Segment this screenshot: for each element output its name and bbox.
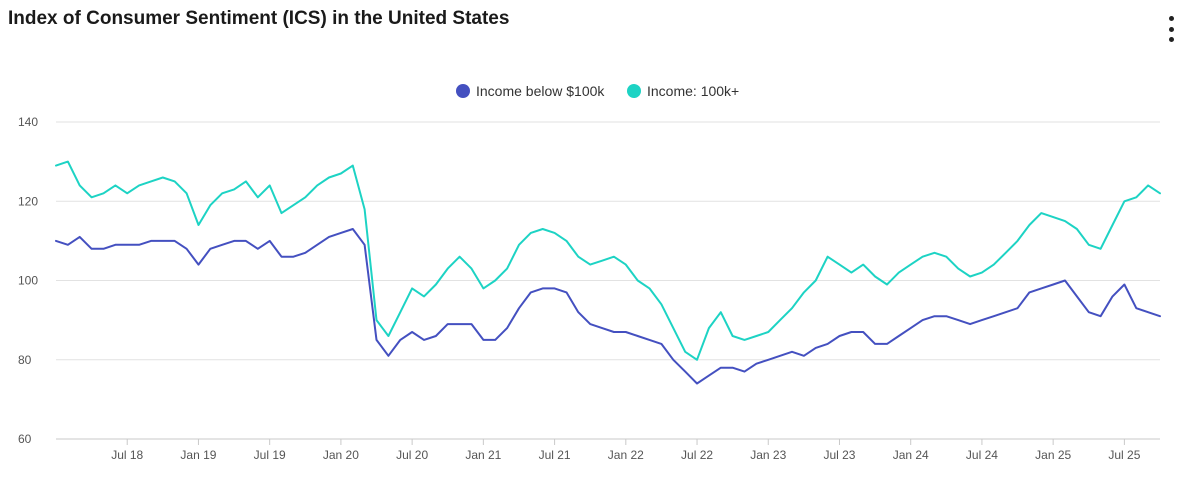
x-tick-label: Jul 21	[539, 448, 571, 462]
menu-dot	[1168, 26, 1174, 32]
legend-marker	[456, 84, 470, 98]
vertical-ellipsis-icon[interactable]	[1163, 16, 1179, 42]
x-tick-label: Jul 25	[1108, 448, 1140, 462]
chart-legend: Income below $100k Income: 100k+	[456, 83, 739, 99]
x-tick-label: Jul 24	[966, 448, 998, 462]
y-axis: 60 80 100 120 140	[18, 115, 38, 446]
x-tick-label: Jan 20	[323, 448, 359, 462]
x-tick-label: Jan 21	[465, 448, 501, 462]
y-tick-label: 80	[18, 353, 32, 367]
x-tick-label: Jul 19	[254, 448, 286, 462]
x-axis: Jul 18 Jan 19 Jul 19 Jan 20 Jul 20 Jan 21 Jul …	[111, 439, 1141, 462]
y-tick-label: 100	[18, 274, 38, 288]
x-tick-label: Jul 20	[396, 448, 428, 462]
legend-marker	[627, 84, 641, 98]
x-tick-label: Jan 19	[180, 448, 216, 462]
x-tick-label: Jan 24	[893, 448, 929, 462]
page-title: Index of Consumer Sentiment (ICS) in the…	[8, 8, 510, 29]
menu-dot	[1168, 37, 1174, 42]
y-tick-label: 60	[18, 432, 32, 446]
legend-label: Income: 100k+	[647, 83, 739, 99]
menu-dot	[1168, 16, 1174, 21]
x-tick-label: Jan 25	[1035, 448, 1071, 462]
x-tick-label: Jan 23	[750, 448, 786, 462]
legend-item[interactable]: Income: 100k+	[627, 83, 739, 99]
chart-gridlines	[56, 121, 1160, 440]
x-tick-label: Jul 18	[111, 448, 143, 462]
legend-label: Income below $100k	[476, 83, 605, 99]
legend-item[interactable]: Income below $100k	[456, 83, 605, 99]
series-line-income-below-100k[interactable]	[55, 228, 1161, 385]
x-tick-label: Jul 22	[681, 448, 713, 462]
x-tick-label: Jul 23	[823, 448, 855, 462]
y-tick-label: 120	[18, 194, 38, 208]
series-line-income-100k-plus[interactable]	[55, 160, 1161, 361]
chart-series	[55, 160, 1161, 385]
x-tick-label: Jan 22	[608, 448, 644, 462]
y-tick-label: 140	[18, 115, 38, 129]
